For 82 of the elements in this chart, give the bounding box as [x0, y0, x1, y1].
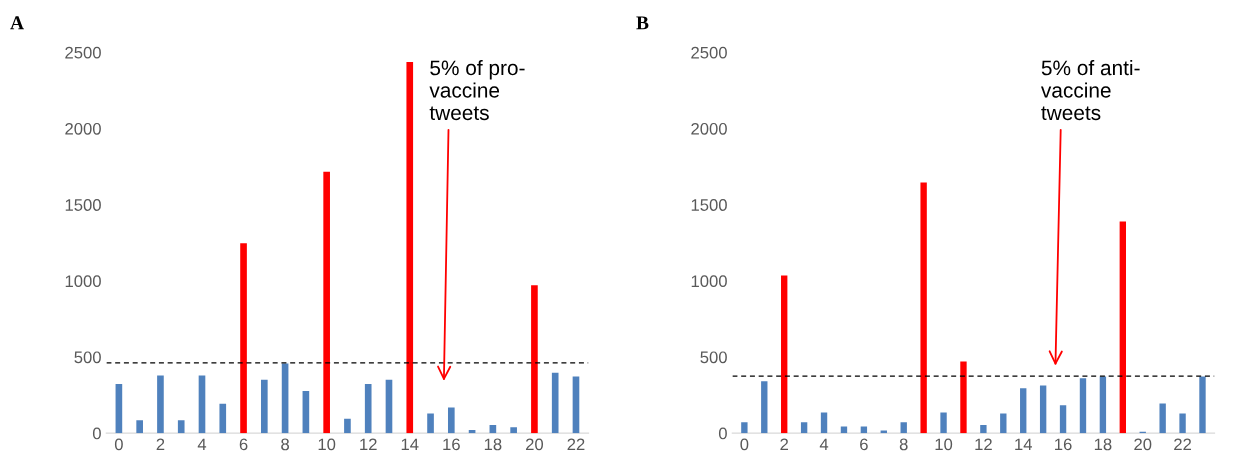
x-tick-label: 8 — [281, 438, 290, 451]
bar — [572, 376, 580, 434]
x-tick-label: 12 — [360, 438, 377, 451]
bar — [980, 424, 987, 434]
chart-title: A — [10, 16, 24, 30]
bar — [1099, 376, 1107, 434]
x-tick-label: 6 — [860, 438, 868, 451]
bar — [820, 412, 828, 434]
bar — [219, 403, 227, 434]
bar — [940, 412, 947, 434]
x-tick-label: 4 — [819, 438, 829, 451]
x-tick-label: 2 — [780, 438, 789, 451]
x-tick-label: 20 — [1134, 438, 1152, 451]
x-tick-label: 0 — [740, 438, 749, 451]
x-tick-label: 0 — [114, 438, 123, 451]
bar — [531, 285, 538, 434]
bar — [1059, 405, 1067, 434]
chart-title: B — [636, 16, 649, 30]
x-tick-label: 14 — [401, 438, 419, 451]
bar — [136, 420, 143, 434]
x-tick-label: 16 — [1055, 438, 1072, 451]
bar — [1179, 413, 1186, 434]
bar — [1199, 376, 1206, 434]
y-tick-label: 0 — [92, 427, 101, 440]
bar — [1079, 378, 1087, 434]
y-tick-label: 2500 — [65, 46, 101, 59]
bar — [960, 361, 967, 434]
x-tick-label: 16 — [443, 438, 460, 451]
bar — [302, 390, 310, 434]
bar — [198, 375, 206, 434]
bar — [741, 422, 748, 434]
bar — [344, 418, 351, 434]
bar — [800, 422, 808, 434]
y-tick-label: 500 — [74, 351, 101, 364]
x-tick-label: 6 — [239, 438, 248, 451]
x-tick-label: 12 — [975, 438, 992, 451]
bar — [1119, 221, 1126, 434]
annotation: 5% of pro- vaccine tweets — [429, 60, 525, 121]
bar — [281, 363, 289, 434]
bar — [115, 384, 123, 434]
y-tick-label: 1500 — [691, 199, 727, 211]
bar — [261, 379, 268, 434]
annotation: 5% of anti- vaccine tweets — [1040, 59, 1140, 121]
x-tick-label: 18 — [484, 438, 502, 451]
x-tick-label: 10 — [318, 438, 336, 451]
x-tick-label: 10 — [935, 438, 953, 451]
bar — [177, 420, 185, 434]
bar — [364, 384, 372, 434]
bar — [468, 430, 476, 434]
y-tick-label: 2500 — [691, 46, 727, 59]
x-tick-label: 22 — [567, 438, 585, 451]
x-tick-label: 14 — [1015, 438, 1033, 451]
bar — [447, 407, 455, 434]
y-tick-label: 1000 — [65, 275, 101, 288]
x-tick-label: 18 — [1094, 438, 1112, 451]
bar — [781, 275, 788, 434]
y-tick-label: 1000 — [691, 275, 727, 288]
bar — [1159, 403, 1166, 434]
bar — [385, 379, 393, 434]
bar — [900, 422, 907, 434]
bar — [920, 182, 927, 434]
bar — [551, 372, 559, 434]
bar — [406, 61, 414, 434]
bar — [761, 381, 768, 434]
x-tick-label: 2 — [156, 438, 165, 451]
bar — [1000, 413, 1007, 434]
bar — [157, 375, 164, 434]
bar — [1039, 385, 1047, 434]
x-tick-label: 4 — [197, 438, 207, 451]
bar — [427, 413, 434, 434]
y-tick-label: 0 — [718, 427, 727, 440]
x-tick-label: 20 — [525, 438, 544, 451]
bar — [240, 243, 247, 434]
y-tick-label: 2000 — [65, 122, 101, 135]
bar — [323, 171, 330, 434]
x-tick-label: 22 — [1174, 438, 1191, 451]
y-tick-label: 2000 — [691, 122, 727, 135]
x-tick-label: 8 — [899, 438, 908, 451]
y-tick-label: 1500 — [65, 199, 101, 211]
bar — [510, 427, 517, 434]
bar — [1020, 388, 1027, 434]
y-tick-label: 500 — [700, 351, 727, 364]
